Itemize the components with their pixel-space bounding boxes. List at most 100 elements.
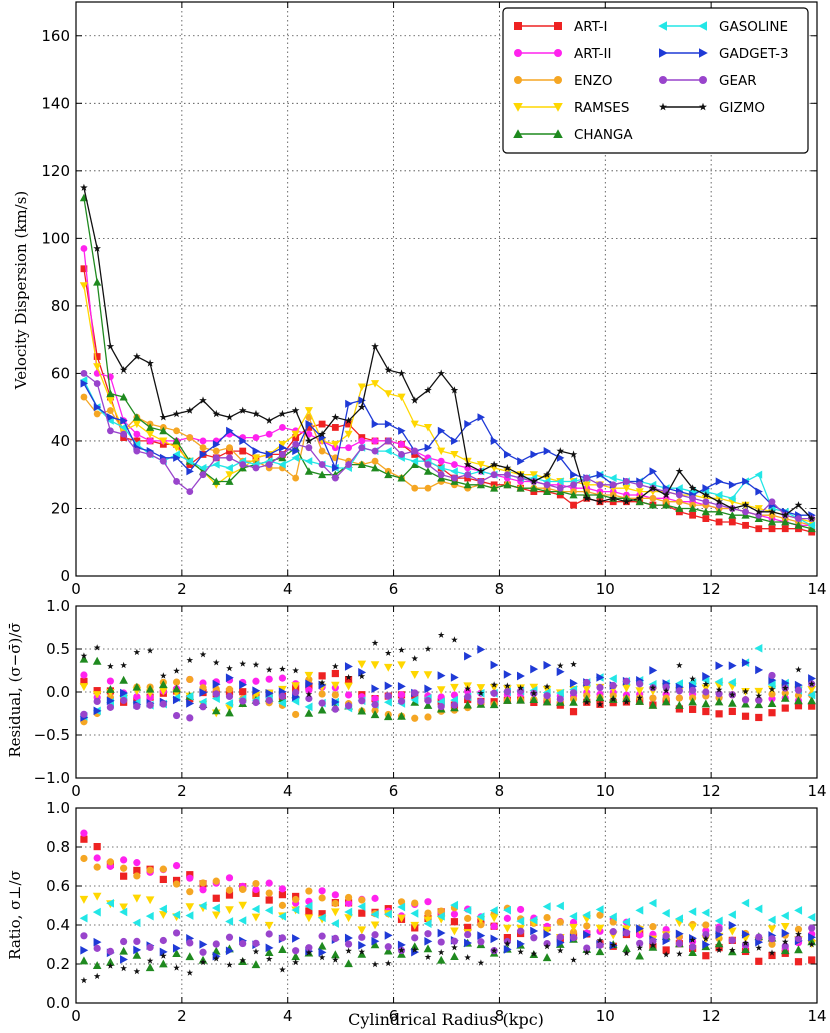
ratio-point — [317, 913, 326, 923]
ratio-point — [450, 952, 459, 961]
legend-marker — [659, 48, 668, 58]
ratio-point — [252, 948, 260, 955]
ratio-point — [106, 858, 115, 866]
point-gear — [384, 437, 392, 445]
ratio-point — [318, 932, 326, 940]
point-changa — [781, 517, 790, 526]
point-gear — [596, 481, 604, 489]
ratio-point — [636, 939, 644, 947]
point-gear — [623, 478, 630, 485]
residual-point — [331, 681, 340, 690]
ratio-point — [675, 929, 684, 939]
ratio-point — [583, 922, 591, 930]
ratio-point — [265, 930, 273, 938]
point-changa — [648, 501, 658, 509]
point-gasoline — [212, 460, 220, 469]
ratio-point — [676, 950, 683, 957]
ratio-point — [331, 908, 340, 917]
ratio-point — [132, 894, 142, 903]
point-changa — [159, 426, 168, 435]
ratio-point — [291, 952, 300, 961]
point-ramses — [423, 424, 433, 432]
point-gadget-3 — [120, 416, 128, 425]
ratio-series — [79, 829, 817, 984]
residual-point — [199, 688, 208, 697]
point-gear — [80, 370, 88, 377]
point-gadget-3 — [424, 443, 433, 452]
point-gadget-3 — [702, 484, 710, 493]
point-gear — [146, 451, 154, 458]
legend-entry-art-i: ART-I — [514, 19, 608, 35]
residual-point — [397, 697, 406, 705]
residual-point — [675, 687, 683, 695]
ratio-point — [198, 901, 207, 911]
residual-point — [93, 706, 102, 716]
ratio-point — [133, 937, 141, 946]
residual-point — [609, 695, 617, 703]
point-changa — [370, 463, 380, 472]
residual-point — [423, 700, 433, 709]
residual-point — [239, 697, 247, 705]
residual-point — [318, 672, 326, 680]
ratio-point — [464, 954, 471, 961]
point-gizmo — [583, 494, 591, 502]
ratio-point — [648, 898, 657, 908]
residual-point — [648, 700, 658, 709]
residual-xtick-label: 10 — [596, 782, 615, 800]
residual-point — [119, 675, 128, 684]
ratio-point — [358, 940, 367, 950]
ratio-point — [172, 876, 181, 885]
residual-point — [583, 698, 591, 706]
residual-point — [794, 702, 803, 710]
point-gear — [199, 471, 207, 479]
residual-point — [490, 681, 498, 688]
residual-point — [252, 698, 260, 707]
residual-point — [397, 711, 406, 720]
ratio-point — [145, 896, 155, 905]
point-gadget-3 — [464, 419, 472, 429]
ratio-point — [516, 916, 525, 926]
ratio-point — [331, 891, 339, 899]
point-changa — [490, 484, 499, 492]
ratio-point — [384, 943, 392, 951]
ratio-xtick-label: 12 — [702, 1007, 721, 1025]
main-ytick-label: 40 — [51, 432, 70, 450]
residual-point — [106, 696, 115, 706]
point-gear — [451, 474, 458, 482]
ratio-point — [424, 898, 432, 906]
ratio-point — [755, 957, 763, 965]
legend-entry-ramses: RAMSES — [513, 100, 629, 116]
ratio-point — [120, 964, 127, 972]
residual-point — [557, 662, 564, 669]
ratio-point — [239, 939, 247, 948]
point-gear — [768, 498, 776, 506]
ratio-point — [464, 938, 472, 948]
point-ramses — [410, 420, 419, 429]
point-art-i — [133, 437, 141, 445]
residual-point — [172, 711, 181, 720]
point-gizmo — [384, 366, 393, 374]
ratio-point — [252, 879, 260, 888]
ratio-point — [741, 929, 750, 939]
residual-ytick-label: −1.0 — [34, 769, 70, 787]
point-art-i — [702, 515, 710, 522]
point-gadget-3 — [93, 403, 102, 412]
main-xtick-label: 14 — [807, 580, 826, 598]
ratio-point — [264, 921, 274, 930]
residual-point — [727, 677, 736, 687]
ratio-point — [344, 893, 353, 902]
ratio-point — [159, 904, 167, 914]
residual-point — [517, 671, 525, 681]
ratio-point — [636, 931, 644, 939]
ratio-point — [662, 925, 670, 934]
residual-point — [436, 686, 446, 695]
point-ramses — [146, 430, 155, 439]
ratio-point — [781, 942, 789, 950]
ratio-point — [767, 925, 777, 934]
point-gear — [279, 451, 286, 458]
residual-point — [133, 702, 141, 711]
ratio-point — [358, 909, 366, 917]
residual-point — [582, 685, 592, 694]
ratio-point — [780, 923, 790, 931]
ratio-ytick-label: 1.0 — [46, 799, 70, 817]
